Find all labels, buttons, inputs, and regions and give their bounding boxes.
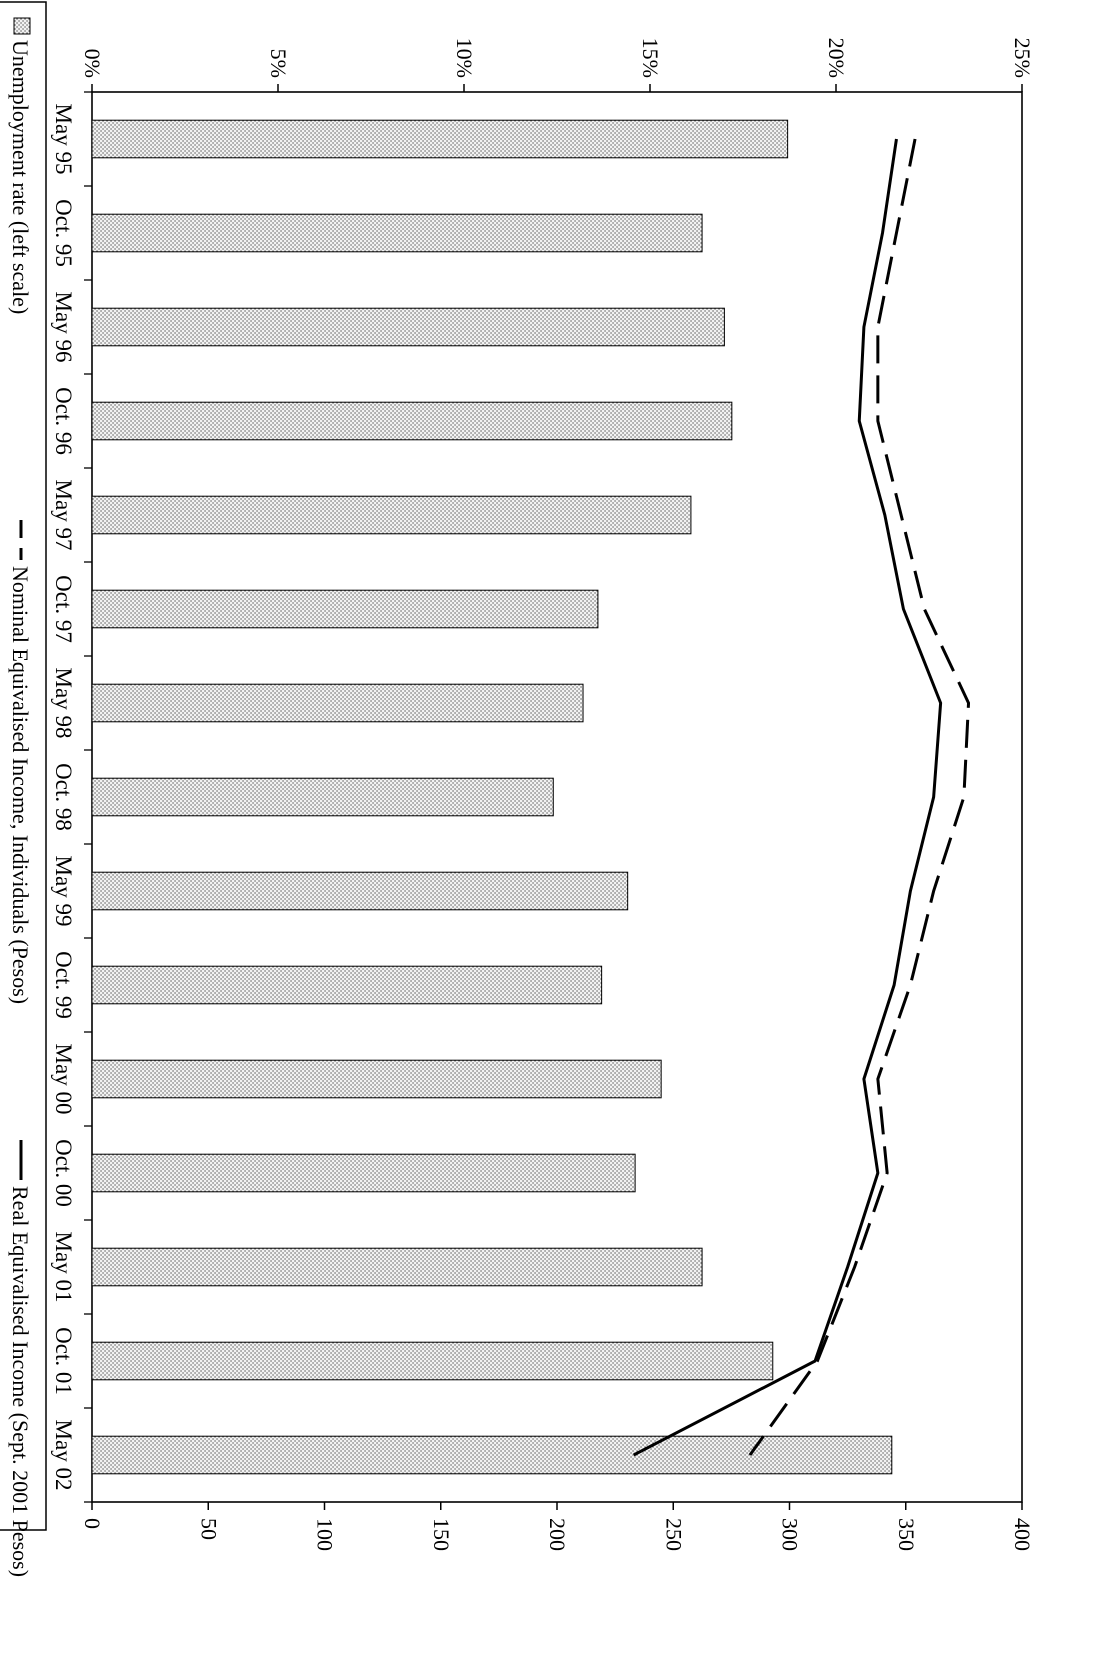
x-axis-tick-label: May 01 — [51, 1232, 76, 1303]
x-axis-tick-label: Oct. 99 — [51, 951, 76, 1019]
bar-unemployment-rate — [91, 401, 733, 441]
left-axis-tick-label: 20% — [824, 38, 849, 78]
bar-unemployment-rate — [91, 213, 703, 253]
bar-unemployment-rate — [91, 119, 789, 159]
x-axis-tick-label: May 99 — [51, 856, 76, 927]
legend-label: Real Equivalised Income (Sept. 2001 Peso… — [8, 1186, 33, 1577]
left-axis-tick-label: 10% — [452, 38, 477, 78]
right-axis-tick-label: 150 — [429, 1518, 454, 1551]
x-axis-tick-label: May 96 — [51, 292, 76, 363]
left-axis-tick-label: 0% — [80, 49, 105, 78]
right-axis-tick-label: 0 — [80, 1518, 105, 1529]
legend-label: Unemployment rate (left scale) — [8, 40, 33, 314]
left-axis-tick-label: 25% — [1010, 38, 1035, 78]
x-axis-tick-label: Oct. 01 — [51, 1327, 76, 1395]
bar-unemployment-rate — [91, 683, 584, 723]
line-real-income — [633, 138, 943, 1457]
bar-unemployment-rate — [91, 1153, 636, 1193]
bar-unemployment-rate — [91, 495, 692, 535]
x-axis-tick-label: May 00 — [51, 1044, 76, 1115]
bar-unemployment-rate — [91, 1435, 893, 1475]
right-axis-tick-label: 300 — [778, 1518, 803, 1551]
x-axis-tick-label: May 97 — [51, 480, 76, 551]
bar-unemployment-rate — [91, 965, 603, 1005]
x-axis-tick-label: Oct. 97 — [51, 575, 76, 643]
right-axis-tick-label: 250 — [661, 1518, 686, 1551]
left-axis-tick-label: 15% — [638, 38, 663, 78]
bar-unemployment-rate — [91, 307, 725, 347]
x-axis-tick-label: Oct. 00 — [51, 1139, 76, 1207]
right-axis-tick-label: 50 — [196, 1518, 221, 1540]
line-nominal-income — [748, 138, 971, 1456]
x-axis-tick-label: Oct. 96 — [51, 387, 76, 455]
x-axis-tick-label: May 98 — [51, 668, 76, 739]
right-axis-tick-label: 200 — [545, 1518, 570, 1551]
x-axis-tick-label: Oct. 98 — [51, 763, 76, 831]
legend-box — [0, 1, 47, 1531]
bar-unemployment-rate — [91, 1059, 662, 1099]
rotated-chart-group: 0% 5% 10% 15% 20% 25% 0 50 100 150 200 250 300 350 400… — [0, 1, 1035, 1577]
x-axis-tick-label: Oct. 95 — [51, 199, 76, 267]
legend-swatch-bar — [13, 17, 31, 35]
right-axis-tick-label: 350 — [894, 1518, 919, 1551]
bar-unemployment-rate — [91, 777, 554, 817]
x-axis-tick-label: May 95 — [51, 104, 76, 175]
legend-label: Nominal Equivalised Income, Individuals … — [8, 566, 33, 1004]
bar-unemployment-rate — [91, 1341, 774, 1381]
right-axis-tick-label: 100 — [313, 1518, 338, 1551]
bar-unemployment-rate — [91, 589, 599, 629]
right-axis-tick-label: 400 — [1010, 1518, 1035, 1551]
x-axis-tick-label: May 02 — [51, 1420, 76, 1491]
bar-unemployment-rate — [91, 871, 629, 911]
bar-unemployment-rate — [91, 1247, 703, 1287]
left-axis-tick-label: 5% — [266, 49, 291, 78]
